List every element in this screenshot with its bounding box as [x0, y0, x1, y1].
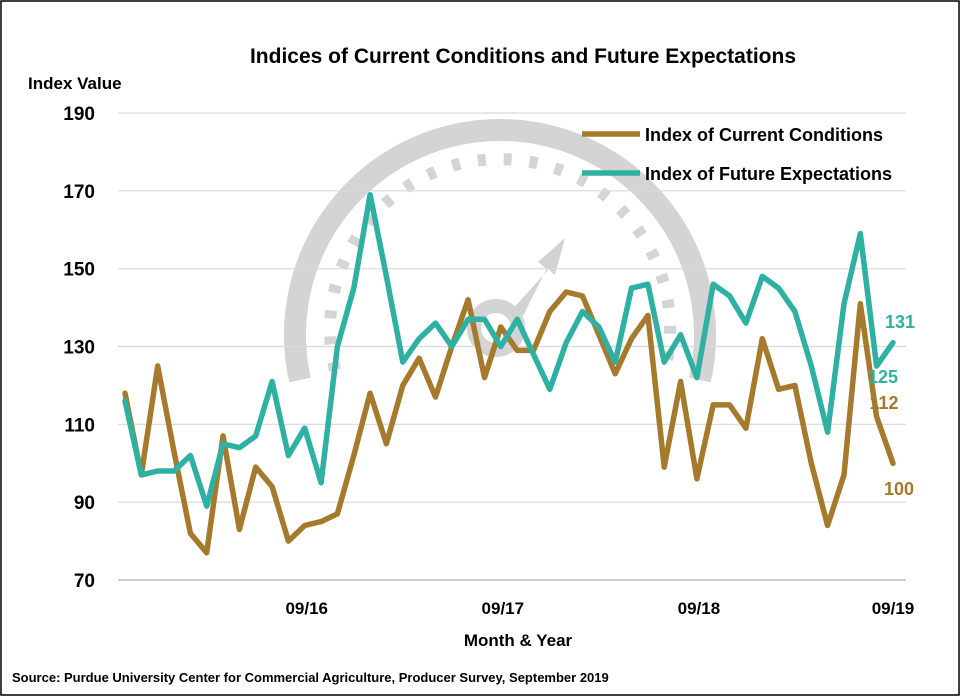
- data-label: 125: [868, 367, 898, 387]
- legend: Index of Current Conditions Index of Futu…: [582, 125, 892, 184]
- x-tick-label: 09/16: [285, 599, 328, 618]
- data-label: 131: [885, 312, 915, 332]
- source-note: Source: Purdue University Center for Com…: [12, 670, 609, 685]
- y-tick-label: 70: [74, 571, 95, 592]
- legend-label: Index of Future Expectations: [645, 164, 892, 184]
- y-tick-label: 150: [63, 260, 95, 281]
- y-tick-label: 170: [63, 182, 95, 203]
- x-axis-title: Month & Year: [464, 631, 573, 650]
- y-tick-label: 110: [64, 415, 95, 436]
- y-axis-title: Index Value: [28, 74, 122, 93]
- series-line-future-expectations: [122, 191, 896, 509]
- series-line-current-conditions: [122, 289, 896, 556]
- y-tick-label: 90: [74, 493, 95, 514]
- x-tick-label: 09/17: [482, 599, 525, 618]
- data-label: 112: [869, 393, 898, 413]
- chart-title: Indices of Current Conditions and Future…: [250, 45, 796, 68]
- x-tick-label: 09/18: [678, 599, 721, 618]
- watermark-gauge-arc: [284, 119, 716, 383]
- legend-label: Index of Current Conditions: [645, 125, 883, 145]
- y-tick-label: 130: [63, 338, 95, 359]
- watermark-gauge-ticks: [324, 153, 676, 372]
- x-tick-label: 09/19: [872, 599, 915, 618]
- watermark-gauge-needle-icon: [510, 238, 565, 322]
- y-tick-label: 190: [63, 104, 95, 125]
- data-label: 100: [884, 479, 914, 499]
